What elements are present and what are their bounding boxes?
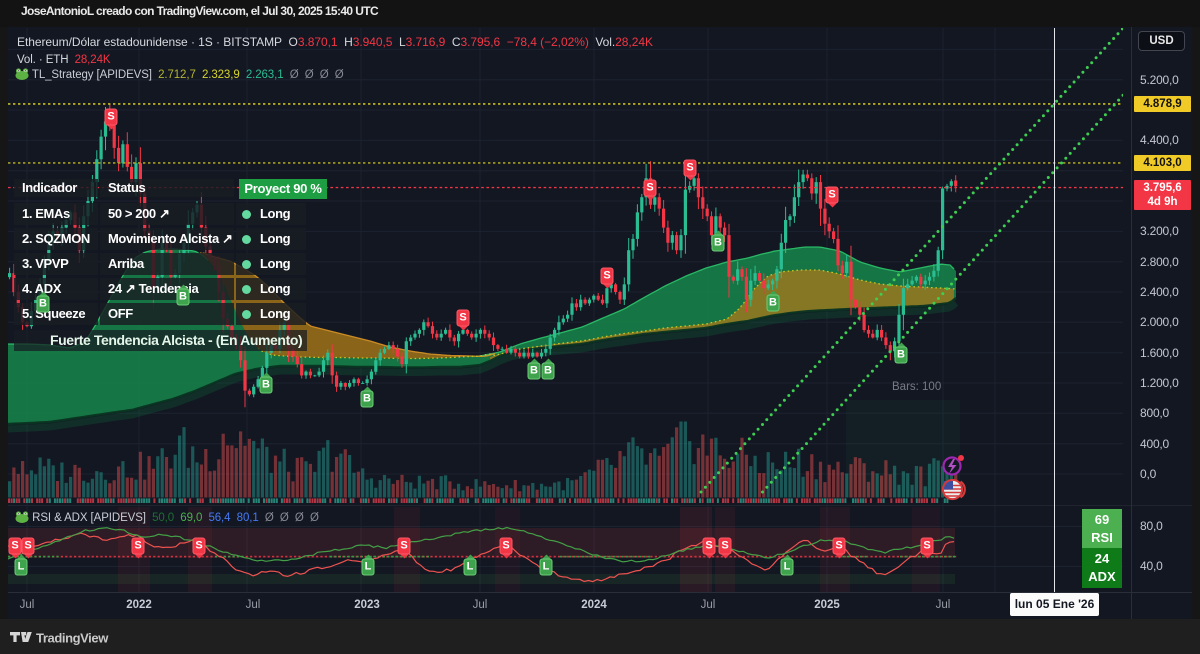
svg-text:TradingView: TradingView xyxy=(36,631,109,646)
